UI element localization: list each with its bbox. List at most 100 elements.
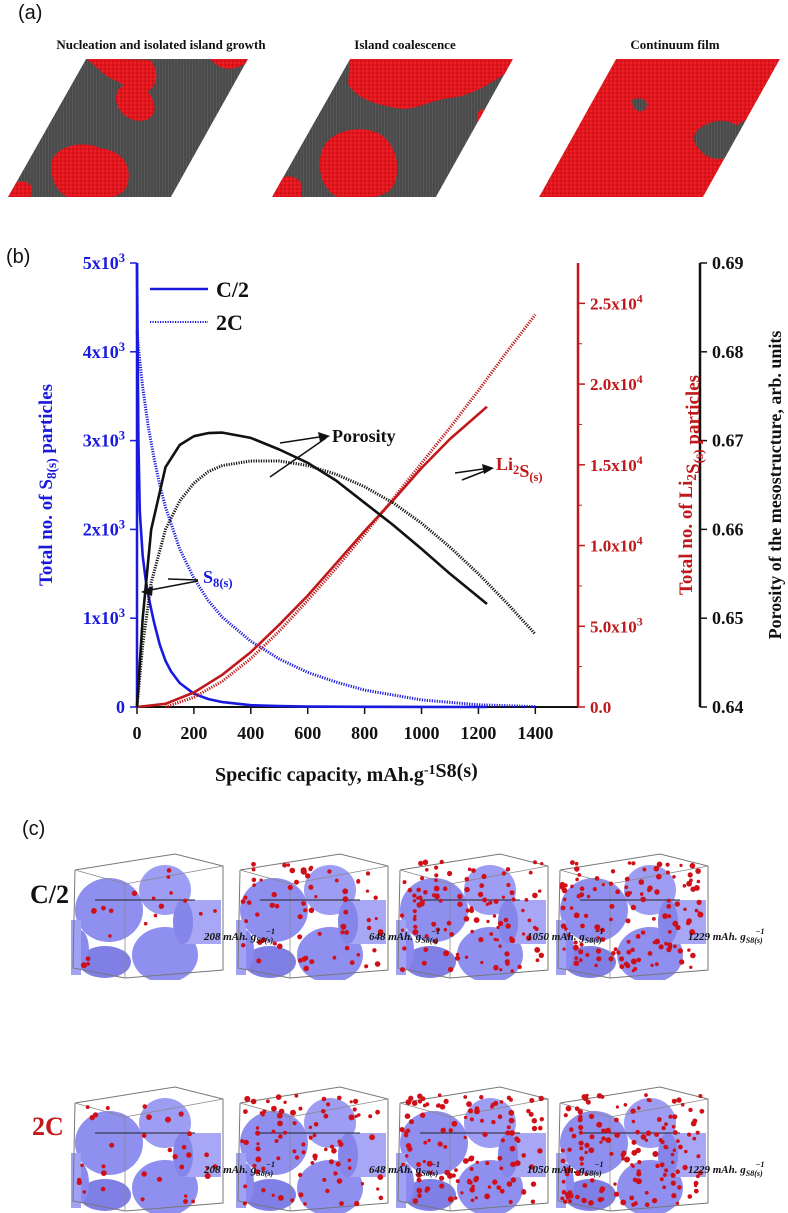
annotation-s8-arrow-2 <box>144 580 199 592</box>
row-label-c2: C/2 <box>30 880 69 909</box>
panel-c-label: (c) <box>22 818 46 840</box>
capacity-subscript: S8(s) <box>421 936 439 945</box>
capacity-caption: 208 mAh. gS8(s)−1 <box>204 927 275 945</box>
capacity-caption: 1229 mAh. gS8(s)−1 <box>688 1160 765 1178</box>
y-right2-axis-title: Porosity of the mesostructure, arb. unit… <box>765 331 785 640</box>
y-right2-tick-label: 0.68 <box>712 342 744 362</box>
x-tick-label: 400 <box>237 723 264 743</box>
annotation-s8: S8(s) <box>203 567 233 590</box>
y-left-tick-label: 3x103 <box>83 429 125 451</box>
capacity-subscript: S8(s) <box>584 936 602 945</box>
legend-label-2c: 2C <box>216 310 243 335</box>
stage-title-continuum: Continuum film <box>630 37 720 52</box>
capacity-unit: mAh. g <box>223 931 257 943</box>
capacity-value: 1229 <box>688 1164 713 1176</box>
annotation-s8-arrow-1 <box>167 578 199 581</box>
annotation-li2s-arrowhead <box>482 464 494 474</box>
x-tick-label: 0 <box>133 723 142 743</box>
capacity-caption: 648 mAh. gS8(s)−1 <box>369 1160 440 1178</box>
capacity-value: 208 <box>204 1164 224 1176</box>
mesostructure-cube <box>236 1086 389 1213</box>
capacity-superscript: −1 <box>431 927 441 936</box>
y-left-tick-label: 4x103 <box>83 340 125 362</box>
mesostructure-cube <box>556 1086 709 1213</box>
mesostructure-cube <box>71 853 224 980</box>
y-left-axis-title: Total no. of S8(s) particles <box>36 384 59 586</box>
series-line-porosity-c-2 <box>135 431 488 708</box>
panel-b-label: (b) <box>6 246 31 268</box>
capacity-superscript: −1 <box>431 1160 441 1169</box>
y-right1-tick-label: 2.5x104 <box>590 291 643 313</box>
annotation-porosity-arrow-2 <box>269 437 327 478</box>
series-line-li2ss-2c <box>165 313 537 709</box>
film-image-continuum <box>539 59 780 197</box>
mesostructure-cube <box>236 853 389 980</box>
y-left-tick-label: 0 <box>116 697 125 717</box>
capacity-unit: mAh. g <box>712 931 746 943</box>
y-right1-tick-label: 1.5x104 <box>590 453 643 475</box>
capacity-superscript: −1 <box>755 1160 765 1169</box>
y-right2-tick-label: 0.64 <box>712 697 744 717</box>
mesostructure-cube <box>556 853 709 980</box>
annotation-porosity-arrowhead <box>318 432 330 442</box>
y-right1-tick-label: 5.0x103 <box>590 614 643 636</box>
y-right1-axis-title: Total no. of Li2S(s) particles <box>676 375 706 595</box>
x-tick-label: 1000 <box>404 723 440 743</box>
series-line-li2ss-c-2 <box>136 405 488 709</box>
x-tick-label: 200 <box>180 723 207 743</box>
y-right1-tick-label: 2.0x104 <box>590 372 643 394</box>
capacity-value: 1050 <box>527 931 552 943</box>
annotation-porosity: Porosity <box>332 426 396 446</box>
capacity-unit: mAh. g <box>388 931 422 943</box>
film-growth-images <box>8 59 780 197</box>
capacity-superscript: −1 <box>755 927 765 936</box>
x-tick-label: 1400 <box>517 723 553 743</box>
series-line-porosity-2c <box>135 459 537 708</box>
mesostructure-cube <box>396 853 549 980</box>
series-line-s8s-2c <box>135 329 536 709</box>
capacity-caption: 1229 mAh. gS8(s)−1 <box>688 927 765 945</box>
x-tick-label: 600 <box>294 723 321 743</box>
stage-title-coalescence: Island coalescence <box>354 37 456 52</box>
capacity-caption: 648 mAh. gS8(s)−1 <box>369 927 440 945</box>
capacity-value: 1050 <box>527 1164 552 1176</box>
capacity-caption: 208 mAh. gS8(s)−1 <box>204 1160 275 1178</box>
capacity-unit: mAh. g <box>223 1164 257 1176</box>
annotation-li2s: Li2S(s) <box>496 454 543 484</box>
capacity-superscript: −1 <box>266 927 276 936</box>
series-line-s8s-c-2 <box>135 262 488 709</box>
y-left-tick-label: 5x103 <box>83 251 125 273</box>
x-tick-label: 1200 <box>460 723 496 743</box>
capacity-subscript: S8(s) <box>256 1169 274 1178</box>
y-right2-tick-label: 0.66 <box>712 519 744 539</box>
capacity-superscript: −1 <box>266 1160 276 1169</box>
capacity-subscript: S8(s) <box>745 936 763 945</box>
capacity-value: 208 <box>204 931 224 943</box>
capacity-unit: mAh. g <box>551 931 585 943</box>
y-right2-tick-label: 0.65 <box>712 608 744 628</box>
annotation-s8-arrowhead <box>141 586 153 596</box>
y-left-tick-label: 2x103 <box>83 517 125 539</box>
y-right1-tick-label: 1.0x104 <box>590 534 643 556</box>
capacity-superscript: −1 <box>594 927 604 936</box>
panel-a-label: (a) <box>18 2 43 24</box>
capacity-unit: mAh. g <box>712 1164 746 1176</box>
x-axis-title: Specific capacity, mAh.g-1S8(s) <box>215 760 478 786</box>
capacity-subscript: S8(s) <box>256 936 274 945</box>
capacity-caption: 1050 mAh. gS8(s)−1 <box>527 927 604 945</box>
capacity-unit: mAh. g <box>388 1164 422 1176</box>
annotation-porosity-arrow-1 <box>279 435 327 444</box>
capacity-subscript: S8(s) <box>584 1169 602 1178</box>
film-image-nucleation <box>8 59 248 197</box>
capacity-superscript: −1 <box>594 1160 604 1169</box>
capacity-value: 648 <box>369 1164 389 1176</box>
capacity-value: 1229 <box>688 931 713 943</box>
capacity-value: 648 <box>369 931 389 943</box>
capacity-chart: 0 200 400 600 800 1000 1200 1400 0 1x103 2x103 3x10… <box>36 251 785 786</box>
capacity-subscript: S8(s) <box>745 1169 763 1178</box>
y-right2-tick-label: 0.67 <box>712 431 744 451</box>
legend-label-c2: C/2 <box>216 277 249 302</box>
film-image-coalescence <box>272 59 513 197</box>
mesostructure-cube <box>71 1086 224 1213</box>
capacity-unit: mAh. g <box>551 1164 585 1176</box>
